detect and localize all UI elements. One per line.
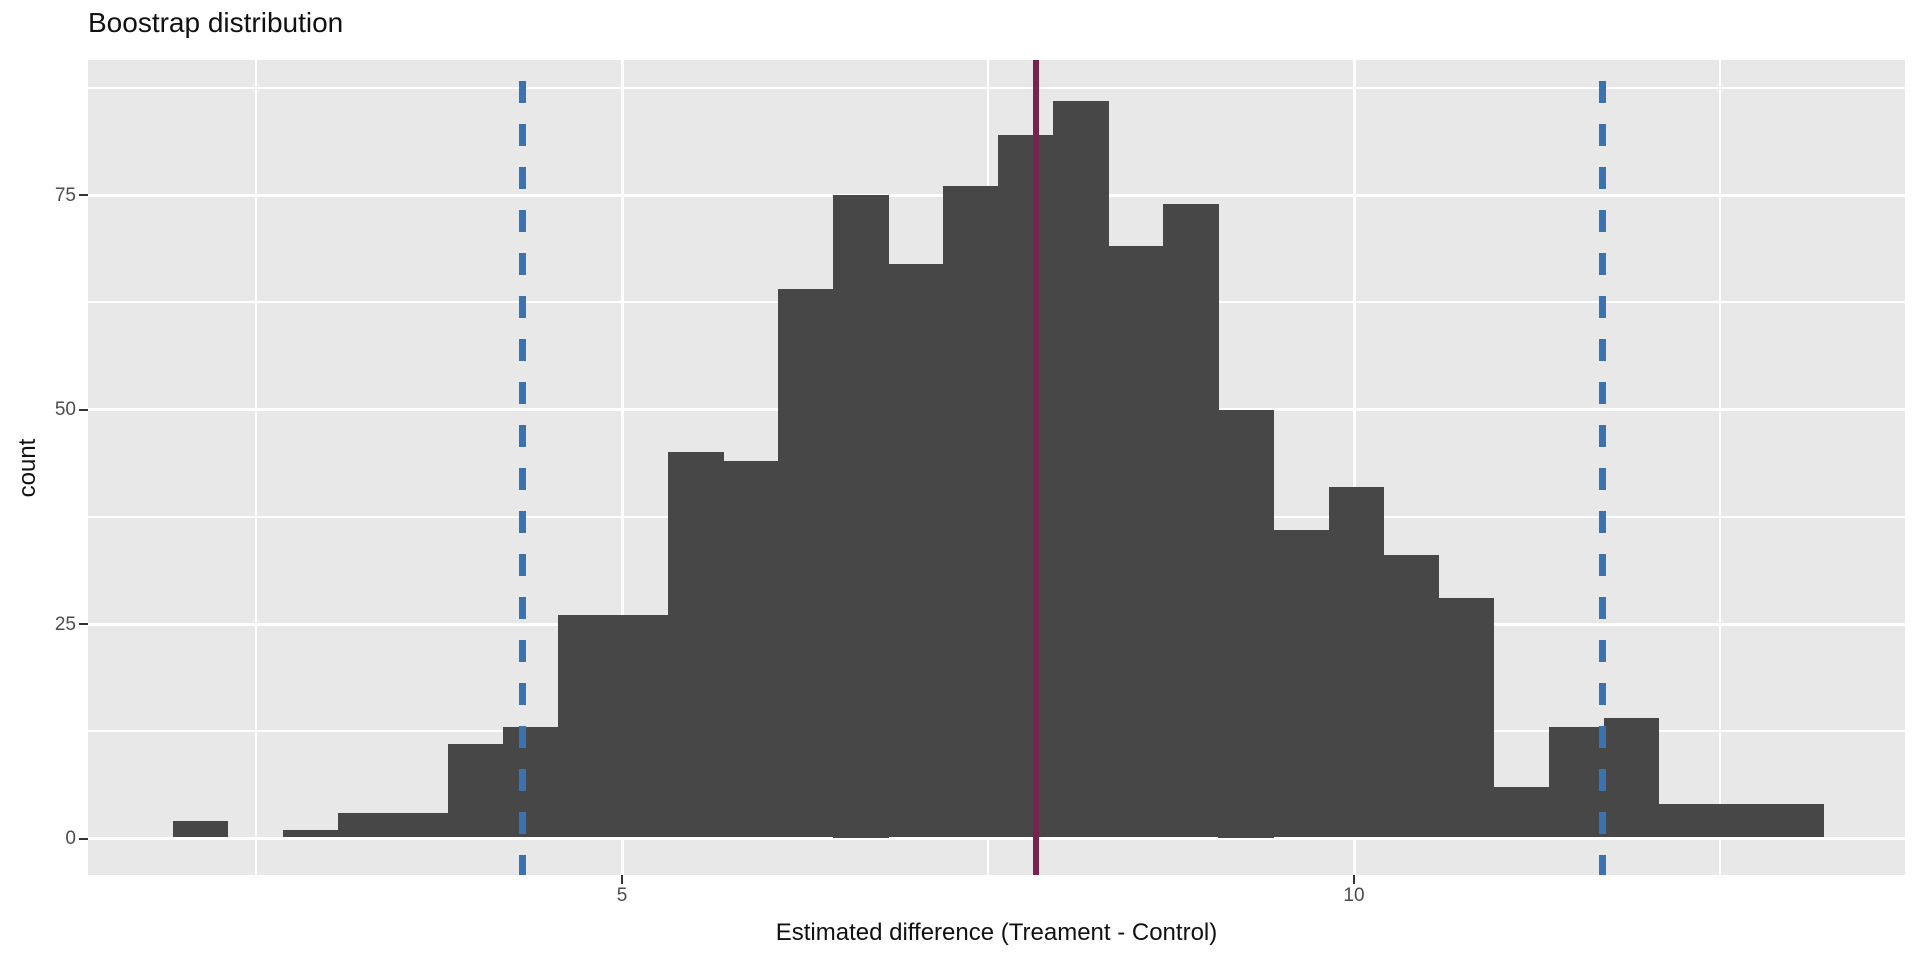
y-axis-tick-mark xyxy=(79,194,88,197)
y-axis-tick-label: 0 xyxy=(65,828,76,849)
histogram-bar xyxy=(888,263,944,838)
histogram-bar xyxy=(1328,486,1385,838)
plot-title: Boostrap distribution xyxy=(88,7,344,38)
y-axis-tick-mark xyxy=(79,837,88,840)
ci-lower-line xyxy=(518,60,526,875)
x-major-gridline xyxy=(1352,60,1356,875)
histogram-bar xyxy=(1603,718,1660,838)
y-axis-tick-mark xyxy=(79,408,88,411)
histogram-bar xyxy=(392,812,449,838)
x-minor-gridline xyxy=(255,60,257,875)
x-major-gridline xyxy=(620,60,624,875)
histogram-bar xyxy=(778,289,834,838)
histogram-bar xyxy=(1548,726,1605,838)
histogram-bar xyxy=(1493,787,1550,838)
x-axis-tick-mark xyxy=(621,875,624,884)
histogram-bar xyxy=(1273,529,1329,838)
histogram-bar xyxy=(1053,100,1109,838)
histogram-bar xyxy=(833,195,889,838)
histogram-bar xyxy=(502,726,559,838)
x-minor-gridline xyxy=(1719,60,1721,875)
histogram-bar xyxy=(1383,555,1440,838)
histogram-bar xyxy=(1438,598,1495,838)
y-axis-tick-label: 50 xyxy=(54,399,76,420)
y-minor-gridline xyxy=(88,86,1905,89)
x-axis-title: Estimated difference (Treament - Control… xyxy=(775,919,1218,946)
x-axis-tick-label: 5 xyxy=(616,885,628,906)
histogram-bar xyxy=(1768,804,1825,838)
histogram-bar xyxy=(557,615,614,838)
y-axis-tick-mark xyxy=(79,623,88,626)
histogram-bar xyxy=(337,812,394,838)
y-major-gridline xyxy=(88,837,1905,840)
plot-panel xyxy=(88,60,1905,875)
histogram-bar xyxy=(172,821,229,838)
histogram-bar xyxy=(723,460,779,838)
histogram-bar xyxy=(1108,246,1164,838)
histogram-bar xyxy=(667,452,724,838)
histogram-bar xyxy=(1713,804,1770,838)
histogram-bar xyxy=(1218,409,1274,838)
histogram-bar xyxy=(943,186,999,838)
histogram-bar xyxy=(612,615,669,838)
histogram-bar xyxy=(1658,804,1715,838)
histogram-bar xyxy=(998,134,1054,838)
histogram-bar xyxy=(282,829,339,838)
ci-upper-line xyxy=(1599,60,1607,875)
x-axis-tick-label: 10 xyxy=(1343,885,1365,906)
y-axis-tick-label: 25 xyxy=(54,613,76,635)
histogram-bar xyxy=(1163,203,1219,838)
point-estimate-line xyxy=(1033,60,1040,875)
x-axis-tick-mark xyxy=(1353,875,1356,884)
y-axis-tick-label: 75 xyxy=(54,184,76,206)
histogram-bar xyxy=(447,744,504,838)
y-axis-title: count xyxy=(14,438,41,497)
